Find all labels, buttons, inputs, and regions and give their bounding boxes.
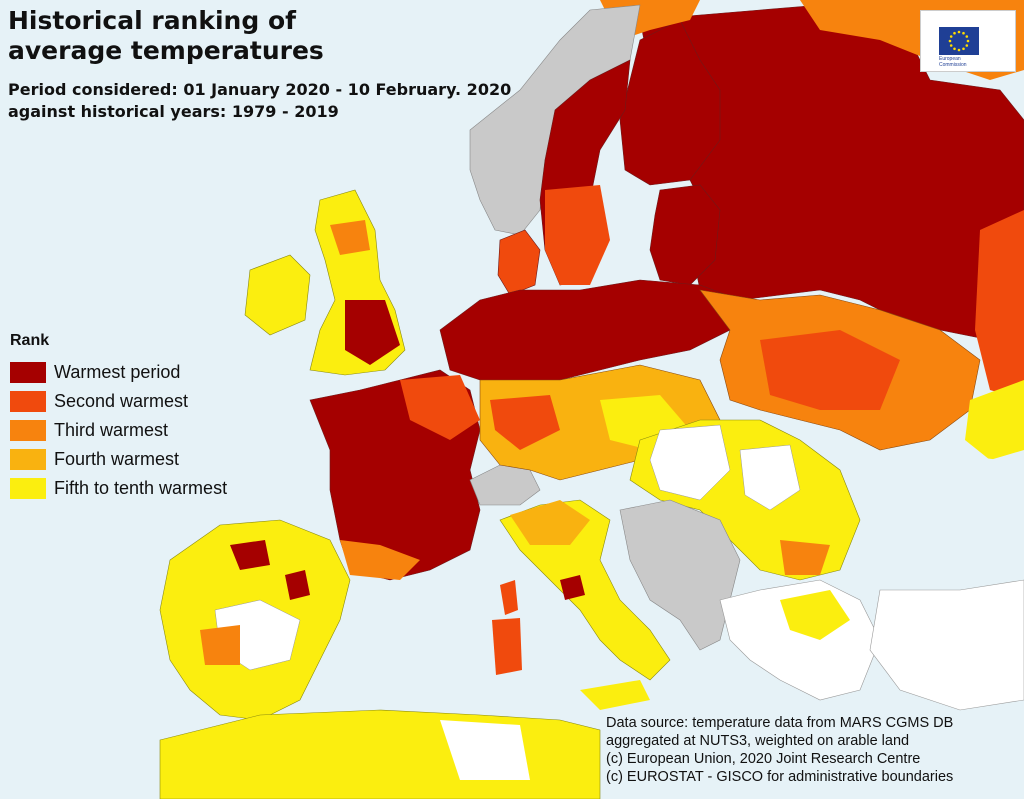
region-turkey [869,579,1024,711]
region-scotland-orange [330,220,370,255]
region-corsica [500,580,518,615]
region-greece-yellow [780,590,850,640]
region-italy-north [510,500,590,545]
map-title: Historical ranking of average temperatur… [8,6,324,66]
region-hungary-white [649,424,731,501]
legend-label: Fourth warmest [54,449,180,469]
region-sardinia [492,618,522,675]
region-east-orange [975,210,1024,400]
region-iberia-red [230,540,270,570]
legend-swatch [10,449,46,470]
region-iberia-orange [200,625,240,665]
logo-line-2: Commission [939,62,967,68]
legend-swatch [10,478,46,499]
european-commission-logo: European Commission [920,10,1016,72]
legend-title: Rank [10,332,50,349]
eu-stars-icon [948,30,970,52]
region-balkans [619,499,741,651]
region-alps-red [490,395,560,450]
source-line-1: Data source: temperature data from MARS … [606,715,954,731]
region-north-africa [159,709,601,799]
legend-label: Second warmest [54,391,189,411]
region-france-south [340,540,420,580]
region-italy-red [560,575,585,600]
legend-item-warmest: Warmest period [10,358,227,387]
title-line-1: Historical ranking of [8,6,297,35]
legend-swatch [10,362,46,383]
legend-swatch [10,391,46,412]
eu-flag-icon [939,27,979,55]
region-denmark [497,229,541,296]
region-iberia-red2 [285,570,310,600]
region-sicily [580,680,650,710]
legend-item-second: Second warmest [10,387,227,416]
legend-item-third: Third warmest [10,416,227,445]
region-england-red [345,300,400,365]
legend-item-fifth-to-tenth: Fifth to tenth warmest [10,474,227,503]
region-north-africa-white [440,720,530,780]
legend-label: Fifth to tenth warmest [54,478,228,498]
region-ukraine-red [760,330,900,410]
region-romania-orange [780,540,830,575]
logo-text: European Commission [939,56,967,68]
region-south-sweden [545,185,610,285]
data-source-note: Data source: temperature data from MARS … [606,714,953,786]
legend: Rank Warmest period Second warmest Third… [10,332,227,503]
source-line-4: (c) EUROSTAT - GISCO for administrative … [606,769,954,785]
subtitle-line-1: Period considered: 01 January 2020 - 10 … [8,80,512,99]
legend-item-fourth: Fourth warmest [10,445,227,474]
region-romania-white [739,444,801,511]
legend-swatch [10,420,46,441]
region-east-yellow [965,380,1024,460]
region-france-orange [400,375,480,440]
source-line-2: aggregated at NUTS3, weighted on arable … [606,733,910,749]
region-black-sea [840,450,1024,590]
logo-line-1: European [939,56,961,62]
subtitle-line-2: against historical years: 1979 - 2019 [8,102,339,121]
source-line-3: (c) European Union, 2020 Joint Research … [606,751,921,767]
region-ireland [244,254,311,336]
legend-label: Third warmest [54,420,169,440]
title-line-2: average temperatures [8,36,324,65]
legend-label: Warmest period [54,362,181,382]
